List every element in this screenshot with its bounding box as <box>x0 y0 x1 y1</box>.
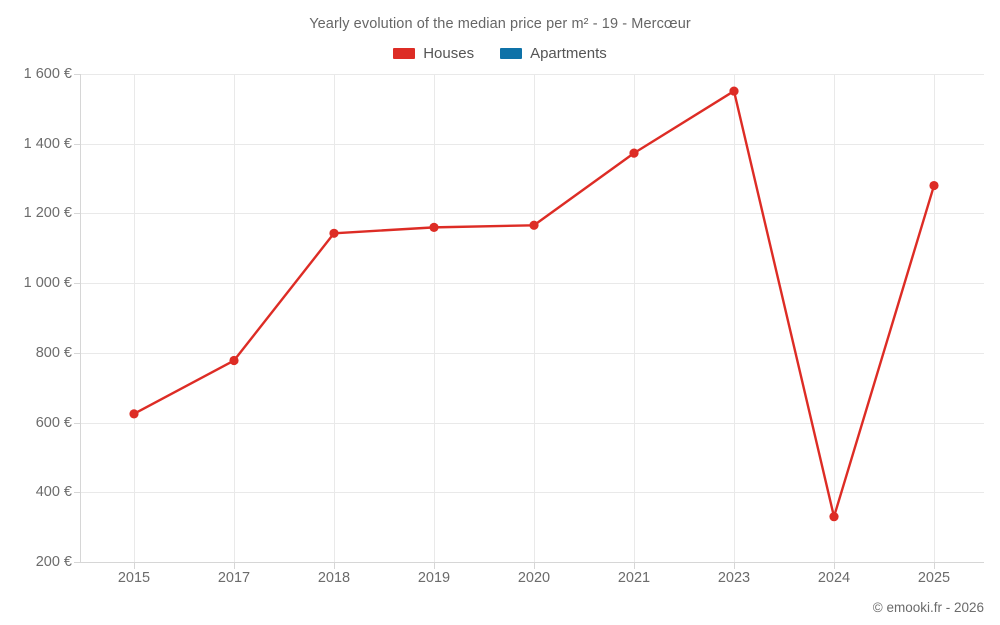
gridline-vertical <box>934 74 935 562</box>
y-axis-tick-mark <box>74 143 80 145</box>
y-axis-tick-mark <box>74 492 80 494</box>
y-axis-tick-label: 1 200 € <box>23 205 72 222</box>
gridline-vertical <box>134 74 135 562</box>
x-axis-tick-mark <box>734 563 735 569</box>
y-axis-tick-mark <box>74 352 80 354</box>
x-axis-tick-label: 2019 <box>417 570 451 586</box>
y-axis-tick-label: 400 € <box>35 484 72 501</box>
plot-area <box>80 74 984 563</box>
x-axis-tick-label: 2015 <box>117 570 151 586</box>
x-axis-line <box>80 562 984 563</box>
legend-item-apartments[interactable]: Apartments <box>500 45 607 62</box>
y-axis-tick-label: 1 400 € <box>23 135 72 152</box>
x-axis-tick-mark <box>934 563 935 569</box>
y-axis-tick-mark <box>74 213 80 215</box>
x-axis-tick-mark <box>134 563 135 569</box>
y-axis-tick-label: 1 600 € <box>23 66 72 82</box>
x-axis-tick-mark <box>434 563 435 569</box>
y-axis-tick-label: 1 000 € <box>23 275 72 292</box>
chart-footer-credit: © emooki.fr - 2026 <box>872 600 984 615</box>
legend-swatch-apartments-icon <box>500 48 523 59</box>
y-axis-tick-labels: 200 € 400 € 600 € 800 € 1 000 € 1 200 € 1 400 … <box>0 0 72 625</box>
gridline-horizontal <box>80 283 984 285</box>
y-axis-tick-mark <box>74 422 80 424</box>
y-axis-tick-label: 800 € <box>35 344 72 361</box>
gridline-vertical <box>234 74 235 562</box>
gridline-horizontal <box>80 213 984 215</box>
legend-swatch-houses-icon <box>393 48 416 59</box>
y-axis-line <box>80 74 81 563</box>
x-axis-tick-mark <box>534 563 535 569</box>
gridline-horizontal <box>80 352 984 354</box>
legend-label-houses: Houses <box>423 45 475 62</box>
x-axis-tick-label: 2021 <box>617 570 651 586</box>
x-axis-tick-mark <box>334 563 335 569</box>
x-axis-tick-label: 2017 <box>217 570 251 586</box>
chart-legend: Houses Apartments <box>0 45 1000 62</box>
y-axis-tick-mark <box>74 283 80 285</box>
gridline-vertical <box>534 74 535 562</box>
gridline-vertical <box>334 74 335 562</box>
gridline-horizontal <box>80 422 984 424</box>
x-axis-tick-label: 2020 <box>517 570 551 586</box>
x-axis-tick-label: 2018 <box>317 570 351 586</box>
x-axis-tick-label: 2023 <box>717 570 751 586</box>
y-axis-tick-label: 200 € <box>35 554 72 570</box>
x-axis-tick-mark <box>634 563 635 569</box>
gridline-horizontal <box>80 143 984 145</box>
legend-item-houses[interactable]: Houses <box>393 45 474 62</box>
gridline-vertical <box>634 74 635 562</box>
x-axis-tick-label: 2024 <box>817 570 851 586</box>
y-axis-tick-mark <box>74 562 80 563</box>
x-axis-tick-mark <box>834 563 835 569</box>
gridline-vertical <box>734 74 735 562</box>
x-axis-tick-mark <box>234 563 235 569</box>
legend-label-apartments: Apartments <box>530 45 607 62</box>
x-axis-tick-label: 2025 <box>917 570 951 586</box>
y-axis-tick-mark <box>74 74 80 75</box>
chart-title: Yearly evolution of the median price per… <box>309 16 691 32</box>
y-axis-tick-label: 600 € <box>35 414 72 431</box>
gridline-horizontal <box>80 492 984 494</box>
gridline-horizontal <box>80 74 984 75</box>
gridline-vertical <box>834 74 835 562</box>
gridline-vertical <box>434 74 435 562</box>
